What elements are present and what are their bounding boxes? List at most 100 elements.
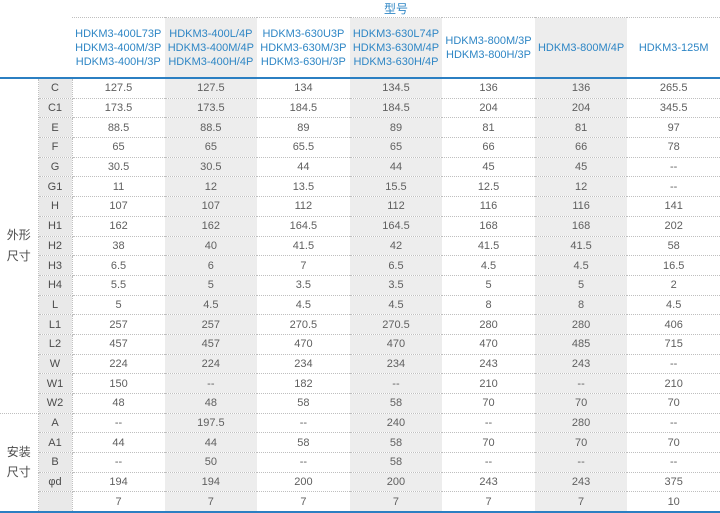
value-cell: 270.5	[257, 314, 350, 335]
value-cell: 6	[164, 255, 258, 276]
value-cell: 345.5	[627, 98, 720, 119]
model-title-row: 型号	[0, 0, 720, 79]
dimension-label: L	[37, 295, 73, 316]
value-cell: 7	[115, 495, 122, 508]
value-cell: 470	[257, 334, 350, 355]
table-row: L2 457 457 470 470 470 485 715	[0, 334, 720, 355]
value-cell: 164.5	[349, 216, 443, 237]
value-cell: 81	[442, 117, 535, 139]
value-cell: --	[164, 373, 258, 394]
dimension-label: H1	[37, 216, 73, 237]
value-cell: 97	[627, 117, 720, 139]
value-cell: 116	[442, 196, 535, 217]
value-cell: 65	[72, 137, 165, 158]
value-cell: 7	[300, 495, 307, 508]
model-name: HDKM3-800M/3P	[445, 34, 532, 47]
table-row: G 30.5 30.5 44 44 45 45 --	[0, 157, 720, 178]
value-cell: 41.5	[442, 236, 535, 257]
value-cell: 70	[627, 432, 720, 454]
value-cell: 3.5	[257, 275, 350, 296]
value-cell: 30.5	[164, 157, 258, 178]
value-cell: 184.5	[349, 98, 443, 119]
value-cell: 50	[164, 452, 258, 473]
table-row: W1 150 -- 182 -- 210 -- 210	[0, 373, 720, 394]
value-cell: 70	[534, 432, 628, 454]
value-cell: 88.5	[164, 117, 258, 139]
value-cell: 45	[534, 157, 628, 178]
model-columns-row: HDKM3-400L73P HDKM3-400M/3P HDKM3-400H/3P H…	[0, 17, 720, 79]
value-cell: --	[534, 373, 628, 394]
table-row: L 5 4.5 4.5 4.5 8 8 4.5	[0, 295, 720, 316]
model-name: HDKM3-800H/3P	[446, 48, 532, 61]
value-cell: 41.5	[534, 236, 628, 257]
group-label-text: 外形尺寸	[6, 228, 31, 263]
value-cell: 127.5	[164, 78, 258, 99]
model-name: HDKM3-630U3P	[262, 27, 345, 40]
value-cell: 150	[72, 373, 165, 394]
value-cell: 210	[627, 373, 720, 394]
table-row: C1 173.5 173.5 184.5 184.5 204 204 345.5	[0, 98, 720, 119]
value-cell: --	[627, 176, 720, 198]
value-cell: 70	[627, 393, 720, 414]
value-cell: 12	[164, 176, 258, 198]
table-row: G1 11 12 13.5 15.5 12.5 12 --	[0, 176, 720, 198]
dimension-label: H	[37, 196, 73, 217]
group-label: 安装尺寸	[0, 413, 39, 512]
value-cell: 182	[257, 373, 350, 394]
model-name: HDKM3-400M/4P	[167, 41, 254, 54]
dimension-label: C	[37, 78, 73, 99]
table-row: E 88.5 88.5 89 89 81 81 97	[0, 117, 720, 139]
value-cell: 58	[349, 393, 443, 414]
value-cell: --	[72, 452, 165, 473]
value-cell: 270.5	[349, 314, 443, 335]
model-name: HDKM3-400H/4P	[168, 55, 254, 68]
dimension-label: G1	[37, 176, 73, 198]
value-cell: 45	[442, 157, 535, 178]
dimension-label: W	[37, 354, 73, 375]
dimension-label: A	[37, 413, 73, 434]
model-column-header: HDKM3-800M/4P	[534, 17, 628, 79]
value-cell: 200	[257, 472, 350, 493]
model-column-header: HDKM3-125M	[627, 17, 720, 79]
value-cell: --	[442, 413, 535, 434]
value-cell: 5	[164, 275, 258, 296]
value-cell: 44	[72, 432, 165, 454]
value-cell: 13.5	[257, 176, 350, 198]
model-name: HDKM3-630M/4P	[352, 41, 440, 54]
value-cell: 58	[257, 393, 350, 414]
dimension-label: W1	[37, 373, 73, 394]
dimension-label: G	[37, 157, 73, 178]
value-cell: 202	[627, 216, 720, 237]
table-row: 7 7 7 7 7 7 10	[0, 491, 720, 512]
dimension-label: F	[37, 137, 73, 158]
value-cell: 11	[72, 176, 165, 198]
value-cell: 112	[257, 196, 350, 217]
value-cell: 164.5	[257, 216, 350, 237]
value-cell: 406	[627, 314, 720, 335]
model-name: HDKM3-400L/4P	[169, 27, 253, 40]
value-cell: 4.5	[534, 255, 628, 276]
value-cell: 184.5	[257, 98, 350, 119]
value-cell: 280	[534, 314, 628, 335]
value-cell: 44	[349, 157, 443, 178]
value-cell: 66	[534, 137, 628, 158]
value-cell: 5	[534, 275, 628, 296]
value-cell: 65	[349, 137, 443, 158]
value-cell: 243	[534, 354, 628, 375]
value-cell: 257	[72, 314, 165, 335]
value-cell: 4.5	[442, 255, 535, 276]
dimension-label: C1	[37, 98, 73, 119]
model-header-label: 型号	[72, 0, 720, 18]
value-cell: --	[627, 157, 720, 178]
table-row: 外形尺寸 C 127.5 127.5 134 134.5 136 136 265.5	[0, 78, 720, 414]
value-cell: 48	[164, 393, 258, 414]
value-cell: 4.5	[349, 295, 443, 316]
value-cell: 70	[442, 432, 535, 454]
value-cell: 42	[349, 236, 443, 257]
value-cell: 4.5	[627, 295, 720, 316]
value-cell: --	[627, 413, 720, 434]
dimension-label: H3	[37, 255, 73, 276]
table-row: W 224 224 234 234 243 243 --	[0, 354, 720, 375]
